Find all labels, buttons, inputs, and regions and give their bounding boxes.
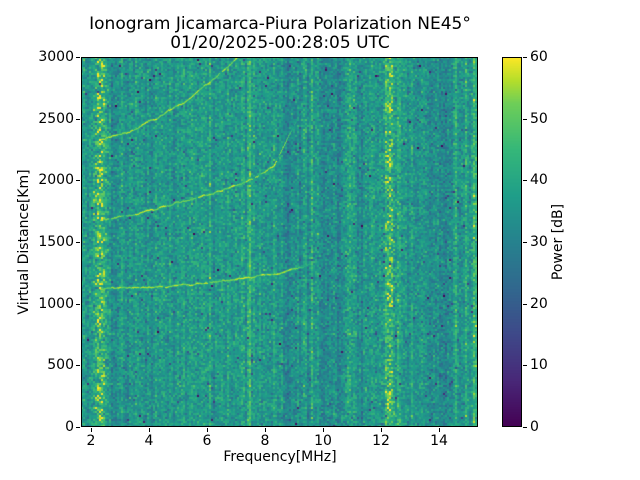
x-tick bbox=[439, 428, 440, 432]
x-tick-label: 14 bbox=[430, 433, 448, 449]
y-tick-label: 500 bbox=[47, 357, 74, 373]
y-tick bbox=[76, 180, 80, 181]
x-tick bbox=[381, 428, 382, 432]
chart-title: Ionogram Jicamarca-Piura Polarization NE… bbox=[89, 14, 471, 34]
x-tick-label: 8 bbox=[260, 433, 270, 449]
x-tick bbox=[91, 428, 92, 432]
colorbar-tick bbox=[523, 57, 527, 58]
x-tick bbox=[265, 428, 266, 432]
y-tick bbox=[76, 365, 80, 366]
y-tick-label: 0 bbox=[65, 419, 74, 435]
y-tick-label: 2500 bbox=[38, 111, 74, 127]
x-tick bbox=[207, 428, 208, 432]
y-tick-label: 2000 bbox=[38, 172, 74, 188]
colorbar-tick-label: 30 bbox=[530, 234, 548, 250]
y-tick bbox=[76, 427, 80, 428]
y-tick bbox=[76, 242, 80, 243]
x-axis-label: Frequency[MHz] bbox=[223, 449, 337, 465]
y-tick bbox=[76, 119, 80, 120]
x-tick-label: 12 bbox=[372, 433, 390, 449]
colorbar-tick-label: 0 bbox=[530, 419, 539, 435]
y-tick-label: 3000 bbox=[38, 49, 74, 65]
colorbar-tick bbox=[523, 427, 527, 428]
x-tick-label: 6 bbox=[202, 433, 212, 449]
colorbar-tick bbox=[523, 119, 527, 120]
colorbar-tick bbox=[523, 365, 527, 366]
x-tick bbox=[323, 428, 324, 432]
colorbar-tick-label: 20 bbox=[530, 296, 548, 312]
colorbar-tick bbox=[523, 242, 527, 243]
chart-subtitle: 01/20/2025-00:28:05 UTC bbox=[170, 33, 390, 53]
colorbar-tick-label: 40 bbox=[530, 172, 548, 188]
ionogram-heatmap bbox=[81, 57, 478, 427]
x-tick-label: 4 bbox=[144, 433, 154, 449]
colorbar bbox=[502, 57, 522, 427]
y-tick-label: 1000 bbox=[38, 296, 74, 312]
colorbar-tick bbox=[523, 180, 527, 181]
colorbar-tick-label: 10 bbox=[530, 357, 548, 373]
x-tick-label: 10 bbox=[314, 433, 332, 449]
x-tick bbox=[149, 428, 150, 432]
x-tick-label: 2 bbox=[86, 433, 96, 449]
y-tick bbox=[76, 57, 80, 58]
y-tick-label: 1500 bbox=[38, 234, 74, 250]
colorbar-label: Power [dB] bbox=[550, 203, 566, 281]
y-tick bbox=[76, 304, 80, 305]
colorbar-tick bbox=[523, 304, 527, 305]
colorbar-tick-label: 60 bbox=[530, 49, 548, 65]
colorbar-tick-label: 50 bbox=[530, 111, 548, 127]
